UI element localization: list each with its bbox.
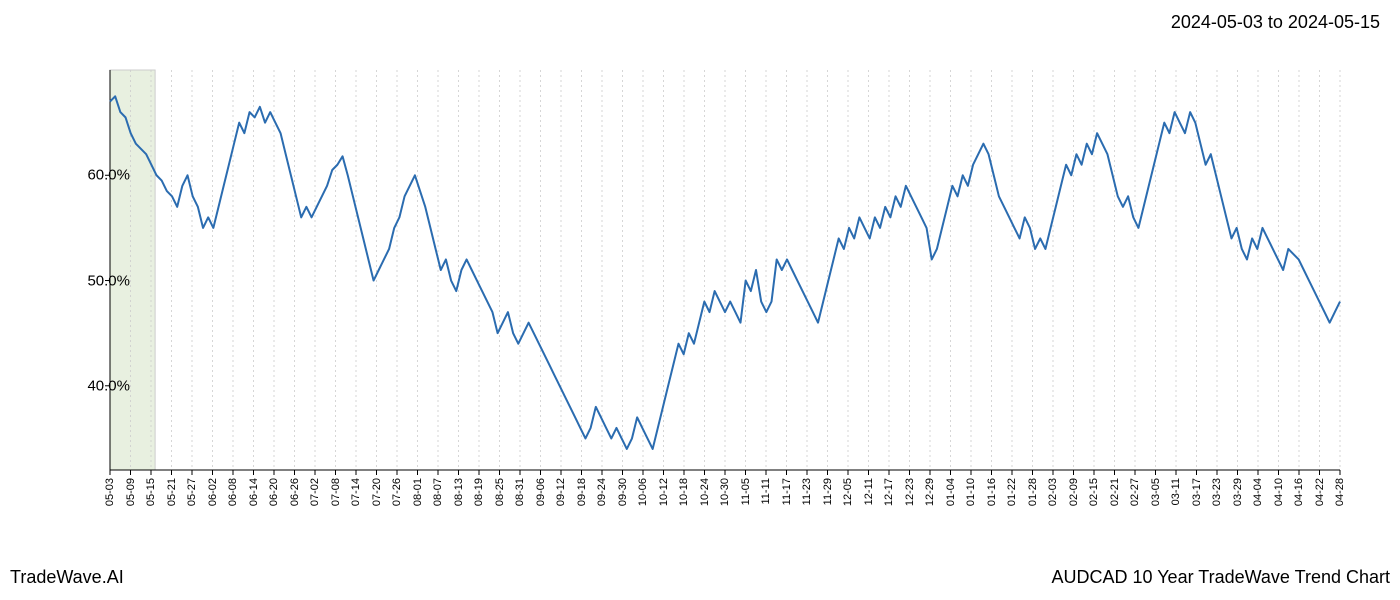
x-tick-label: 07-02 xyxy=(309,478,321,506)
x-tick-label: 12-05 xyxy=(842,478,854,506)
x-tick-label: 11-29 xyxy=(822,478,834,505)
x-tick-label: 02-03 xyxy=(1047,478,1059,506)
x-tick-label: 07-26 xyxy=(391,478,403,506)
x-tick-label: 08-13 xyxy=(453,478,465,506)
chart-title: AUDCAD 10 Year TradeWave Trend Chart xyxy=(1052,567,1391,588)
chart-svg xyxy=(100,60,1360,480)
x-tick-label: 04-28 xyxy=(1334,478,1346,506)
x-tick-label: 09-24 xyxy=(596,478,608,506)
x-tick-label: 12-29 xyxy=(924,478,936,506)
x-tick-label: 05-27 xyxy=(186,478,198,506)
x-tick-label: 04-16 xyxy=(1293,478,1305,506)
x-tick-label: 02-09 xyxy=(1068,478,1080,506)
x-tick-label: 09-30 xyxy=(617,478,629,506)
x-tick-label: 03-23 xyxy=(1211,478,1223,506)
x-tick-label: 05-03 xyxy=(104,478,116,506)
date-range-label: 2024-05-03 to 2024-05-15 xyxy=(1171,12,1380,33)
x-tick-label: 07-14 xyxy=(350,478,362,506)
x-tick-label: 04-22 xyxy=(1314,478,1326,506)
x-tick-label: 10-24 xyxy=(699,478,711,506)
x-tick-label: 04-04 xyxy=(1252,478,1264,506)
x-tick-label: 10-30 xyxy=(719,478,731,506)
x-tick-label: 07-20 xyxy=(371,478,383,506)
x-tick-label: 03-11 xyxy=(1170,478,1182,505)
x-tick-label: 11-23 xyxy=(801,478,813,505)
brand-label: TradeWave.AI xyxy=(10,567,124,588)
x-tick-label: 08-19 xyxy=(473,478,485,506)
x-tick-label: 08-31 xyxy=(514,478,526,506)
x-tick-label: 11-17 xyxy=(781,478,793,505)
x-tick-label: 05-21 xyxy=(166,478,178,506)
x-tick-label: 09-06 xyxy=(535,478,547,506)
x-tick-label: 08-25 xyxy=(494,478,506,506)
x-tick-label: 08-01 xyxy=(412,478,424,506)
x-tick-label: 12-17 xyxy=(883,478,895,506)
x-tick-label: 01-16 xyxy=(986,478,998,506)
x-tick-label: 02-27 xyxy=(1129,478,1141,506)
x-tick-label: 02-21 xyxy=(1109,478,1121,506)
x-tick-label: 02-15 xyxy=(1088,478,1100,506)
x-tick-label: 06-08 xyxy=(227,478,239,506)
x-tick-label: 06-20 xyxy=(268,478,280,506)
x-tick-label: 08-07 xyxy=(432,478,444,506)
x-tick-label: 01-22 xyxy=(1006,478,1018,506)
x-tick-label: 05-09 xyxy=(125,478,137,506)
x-tick-label: 10-18 xyxy=(678,478,690,506)
x-tick-label: 01-28 xyxy=(1027,478,1039,506)
x-tick-label: 03-17 xyxy=(1191,478,1203,506)
x-tick-label: 07-08 xyxy=(330,478,342,506)
x-tick-label: 06-14 xyxy=(248,478,260,506)
x-tick-label: 10-06 xyxy=(637,478,649,506)
x-tick-label: 12-23 xyxy=(904,478,916,506)
y-tick-label: 60.0% xyxy=(87,167,130,184)
x-tick-label: 04-10 xyxy=(1273,478,1285,506)
y-tick-label: 40.0% xyxy=(87,377,130,394)
x-tick-label: 11-05 xyxy=(740,478,752,505)
x-tick-label: 06-26 xyxy=(289,478,301,506)
x-tick-label: 10-12 xyxy=(658,478,670,506)
x-tick-label: 09-18 xyxy=(576,478,588,506)
x-tick-label: 03-05 xyxy=(1150,478,1162,506)
x-tick-label: 12-11 xyxy=(863,478,875,505)
x-tick-label: 01-04 xyxy=(945,478,957,506)
x-tick-label: 09-12 xyxy=(555,478,567,506)
trend-chart xyxy=(100,60,1360,480)
x-tick-label: 01-10 xyxy=(965,478,977,506)
x-tick-label: 05-15 xyxy=(145,478,157,506)
x-tick-label: 06-02 xyxy=(207,478,219,506)
x-tick-label: 11-11 xyxy=(760,478,772,505)
y-tick-label: 50.0% xyxy=(87,272,130,289)
x-tick-label: 03-29 xyxy=(1232,478,1244,506)
